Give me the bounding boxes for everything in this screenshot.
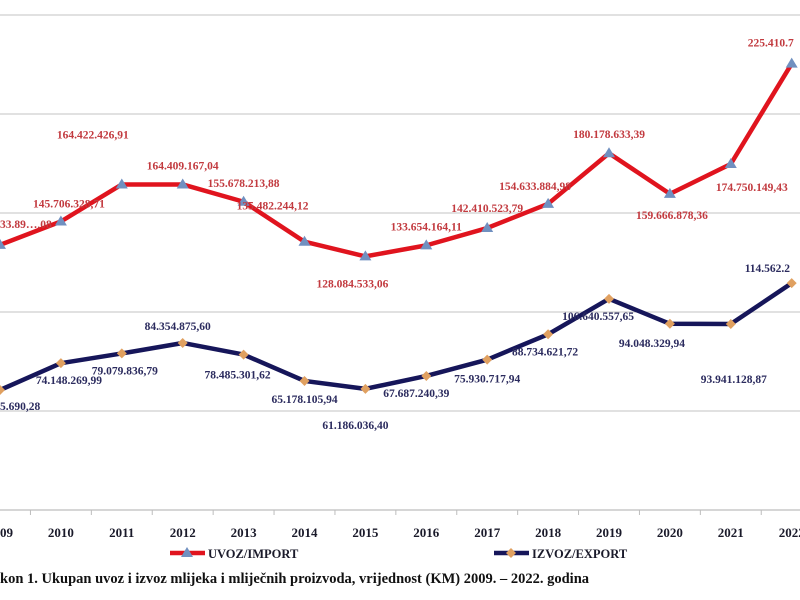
export-data-label: 94.048.329,94 bbox=[619, 338, 685, 350]
x-tick-label: 2010 bbox=[48, 525, 74, 540]
x-tick-label: 2019 bbox=[596, 525, 623, 540]
import-legend-label: UVOZ/IMPORT bbox=[208, 547, 299, 561]
import-triangle-marker bbox=[237, 195, 250, 206]
export-diamond-marker bbox=[177, 337, 188, 348]
import-triangle-marker bbox=[603, 147, 615, 158]
x-tick-label: 2014 bbox=[292, 525, 319, 540]
import-triangle-marker bbox=[785, 57, 798, 68]
export-data-label: 67.687.240,39 bbox=[383, 388, 449, 400]
export-diamond-marker bbox=[0, 385, 5, 396]
export-diamond-marker bbox=[725, 318, 736, 329]
import-data-label: 145.706.328,71 bbox=[33, 199, 105, 211]
export-diamond-marker bbox=[543, 329, 554, 340]
import-data-label: 174.750.149,43 bbox=[716, 182, 788, 194]
export-legend-diamond-icon bbox=[506, 548, 516, 558]
import-triangle-marker bbox=[54, 215, 67, 226]
x-tick-label: 2009 bbox=[0, 525, 14, 540]
export-diamond-marker bbox=[604, 293, 614, 304]
export-diamond-marker bbox=[421, 370, 432, 381]
export-diamond-marker bbox=[116, 348, 127, 359]
import-data-label: 133.654.164,11 bbox=[391, 221, 462, 233]
import-data-label: 154.633.884,98 bbox=[499, 181, 571, 193]
x-tick-label: 2020 bbox=[657, 525, 683, 540]
import-triangle-marker bbox=[176, 178, 189, 189]
export-data-label: 61.186.036,40 bbox=[322, 420, 388, 432]
x-tick-label: 2017 bbox=[474, 525, 501, 540]
export-diamond-marker bbox=[55, 358, 66, 369]
import-data-label: 164.422.426,91 bbox=[57, 129, 129, 141]
import-triangle-marker bbox=[298, 235, 311, 246]
x-tick-label: 2018 bbox=[535, 525, 562, 540]
import-triangle-marker bbox=[481, 222, 494, 233]
import-data-label: 33.89…,08 bbox=[0, 219, 52, 231]
x-tick-label: 2016 bbox=[413, 525, 440, 540]
x-tick-label: 2011 bbox=[109, 525, 134, 540]
export-diamond-marker bbox=[786, 278, 797, 289]
export-diamond-marker bbox=[238, 349, 249, 360]
import-data-label: 142.410.523,79 bbox=[451, 203, 523, 215]
export-diamond-marker bbox=[664, 318, 675, 329]
import-triangle-marker bbox=[420, 239, 433, 250]
export-data-label: 5.690,28 bbox=[0, 401, 41, 413]
import-triangle-marker bbox=[724, 157, 737, 168]
export-data-label: 106.640.557,65 bbox=[562, 311, 634, 323]
line-chart: 2009 2010 2011 2012 2013 2014 2015 2016 2017 2018… bbox=[0, 14, 800, 561]
export-data-label: 93.941.128,87 bbox=[701, 374, 767, 386]
figure-caption: kon 1. Ukupan uvoz i izvoz mlijeka i mli… bbox=[0, 571, 590, 587]
x-tick-label: 2012 bbox=[170, 525, 196, 540]
import-triangle-marker bbox=[0, 238, 6, 249]
export-data-label: 75.930.717,94 bbox=[454, 374, 520, 386]
x-tick-label: 2015 bbox=[352, 525, 379, 540]
export-data-label: 74.148.269,99 bbox=[36, 375, 102, 387]
export-data-label: 88.734.621,72 bbox=[512, 346, 578, 358]
import-data-label: 128.084.533,06 bbox=[316, 278, 388, 290]
import-legend-triangle-icon bbox=[181, 547, 193, 557]
export-data-label: 114.562.2 bbox=[745, 263, 791, 275]
export-diamond-marker bbox=[360, 383, 371, 394]
x-tick-label: 2022 bbox=[779, 525, 800, 540]
import-data-label: 159.666.878,36 bbox=[636, 210, 708, 222]
import-data-label: 225.410.7 bbox=[748, 38, 794, 50]
import-triangle-marker bbox=[359, 250, 372, 261]
import-data-label: 155.678.213,88 bbox=[208, 178, 280, 190]
export-data-label: 79.079.836,79 bbox=[92, 365, 158, 377]
export-data-label: 65.178.105,94 bbox=[271, 394, 337, 406]
import-triangle-marker bbox=[542, 197, 555, 208]
import-data-label: 135.482.244,12 bbox=[237, 201, 309, 213]
x-tick-label: 2013 bbox=[231, 525, 258, 540]
export-diamond-marker bbox=[299, 375, 310, 386]
export-diamond-marker bbox=[482, 354, 493, 365]
x-tick-label: 2021 bbox=[718, 525, 744, 540]
import-series-line bbox=[0, 62, 794, 259]
import-triangle-marker bbox=[115, 178, 128, 189]
import-data-label: 164.409.167,04 bbox=[147, 160, 219, 172]
import-data-label: 180.178.633,39 bbox=[573, 129, 645, 141]
import-triangle-marker bbox=[663, 187, 676, 198]
export-data-label: 84.354.875,60 bbox=[145, 321, 211, 333]
export-data-label: 78.485.301,62 bbox=[205, 370, 271, 382]
export-legend-label: IZVOZ/EXPORT bbox=[532, 547, 628, 561]
export-series-line bbox=[0, 281, 793, 393]
